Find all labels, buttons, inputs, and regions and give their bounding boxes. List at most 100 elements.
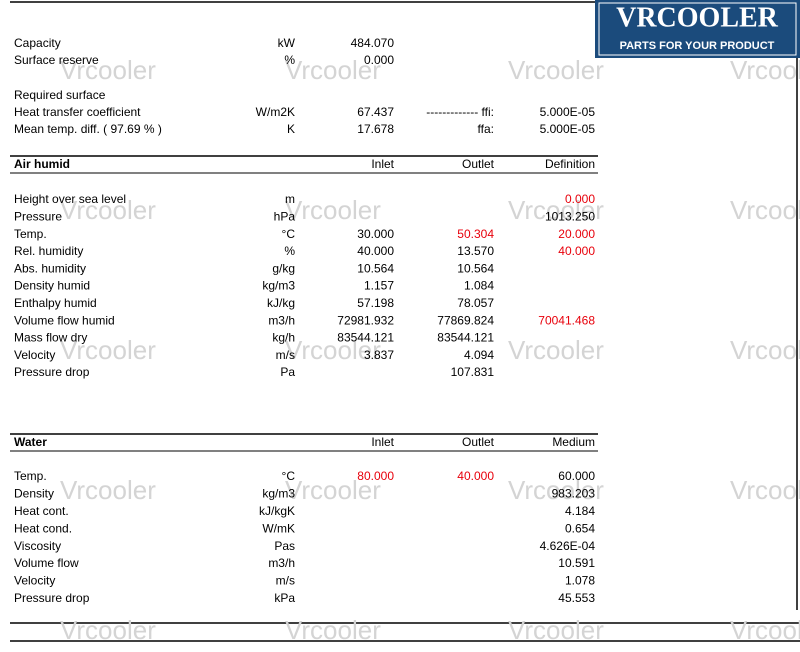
cell: kg/m3: [262, 487, 295, 501]
cell: Mean temp. diff. ( 97.69 % ): [14, 122, 162, 136]
watermark: Vrcooler: [730, 615, 800, 645]
header-cell: Air humid: [14, 157, 70, 171]
watermark: Vrcooler: [60, 55, 156, 85]
watermark: Vrcooler: [730, 195, 800, 225]
cell: 13.570: [457, 244, 494, 258]
cell: Enthalpy humid: [14, 296, 97, 310]
cell: 5.000E-05: [540, 105, 596, 119]
cell: Rel. humidity: [14, 244, 83, 258]
cell: Heat cond.: [14, 521, 72, 535]
cell: 17.678: [357, 122, 394, 136]
cell: 57.198: [357, 296, 394, 310]
cell: %: [284, 53, 295, 67]
cell: 484.070: [351, 36, 395, 50]
header-cell: Definition: [545, 157, 595, 171]
cell: 4.094: [464, 348, 494, 362]
cell: 80.000: [357, 469, 394, 483]
cell: W/m2K: [256, 105, 295, 119]
cell: Pa: [280, 365, 295, 379]
header-cell: Outlet: [462, 157, 495, 171]
cell: 4.184: [565, 504, 595, 518]
cell: Density: [14, 487, 54, 501]
cell: 1013.250: [545, 209, 595, 223]
watermark: Vrcooler: [285, 615, 381, 645]
cell: Velocity: [14, 348, 55, 362]
cell: 10.564: [357, 261, 394, 275]
cell: Required surface: [14, 88, 106, 102]
cell: 1.157: [364, 279, 394, 293]
cell: 107.831: [451, 365, 495, 379]
logo-box: [595, 0, 800, 58]
cell: m3/h: [268, 313, 295, 327]
cell: 1.084: [464, 279, 494, 293]
cell: kg/m3: [262, 279, 295, 293]
watermark: Vrcooler: [285, 335, 381, 365]
cell: m/s: [276, 574, 295, 588]
table: Capacity kW 484.070 Surface reserve% 0.000 Re…: [10, 36, 598, 605]
cell: W/mK: [262, 521, 295, 535]
cell: Heat transfer coefficient: [14, 105, 141, 119]
cell: 10.564: [457, 261, 494, 275]
cell: 0.000: [364, 53, 394, 67]
cell: kPa: [274, 591, 295, 605]
cell: 50.304: [457, 227, 494, 241]
header-cell: Inlet: [371, 435, 394, 449]
watermark: Vrcooler: [60, 615, 156, 645]
cell: K: [287, 122, 295, 136]
cell: hPa: [274, 209, 296, 223]
cell: %: [284, 244, 295, 258]
header-cell: Inlet: [371, 157, 394, 171]
cell: m/s: [276, 348, 295, 362]
cell: Velocity: [14, 574, 55, 588]
cell: 72981.932: [337, 313, 394, 327]
watermark: Vrcooler: [60, 475, 156, 505]
cell: Density humid: [14, 279, 90, 293]
watermark: Vrcooler: [508, 195, 604, 225]
cell: kJ/kgK: [259, 504, 295, 518]
cell: Pressure drop: [14, 591, 90, 605]
cell: g/kg: [272, 261, 295, 275]
cell: Pressure drop: [14, 365, 90, 379]
watermark: Vrcooler: [285, 55, 381, 85]
watermark: Vrcooler: [508, 55, 604, 85]
cell: 83544.121: [437, 331, 494, 345]
header-cell: Water: [14, 435, 47, 449]
cell: 30.000: [357, 227, 394, 241]
cell: Viscosity: [14, 539, 61, 553]
watermark: Vrcooler: [60, 335, 156, 365]
cell: 4.626E-04: [540, 539, 596, 553]
cell: 10.591: [558, 556, 595, 570]
cell: 45.553: [558, 591, 595, 605]
watermark: Vrcooler: [730, 475, 800, 505]
cell: Abs. humidity: [14, 261, 86, 275]
cell: kg/h: [272, 331, 295, 345]
cell: ffa:: [478, 122, 494, 136]
cell: 3.837: [364, 348, 394, 362]
cell: Temp.: [14, 469, 47, 483]
header-cell: Medium: [552, 435, 595, 449]
watermark: Vrcooler: [508, 335, 604, 365]
watermark: Vrcooler: [508, 615, 604, 645]
watermark: Vrcooler: [730, 335, 800, 365]
cell: Temp.: [14, 227, 47, 241]
cell: 67.437: [357, 105, 394, 119]
cell: 983.203: [552, 487, 596, 501]
cell: Pas: [274, 539, 295, 553]
cell: kW: [278, 36, 296, 50]
cell: ------------- ffi:: [426, 105, 494, 119]
logo: VRCOOLER PARTS FOR YOUR PRODUCT: [595, 0, 800, 58]
cell: 78.057: [457, 296, 494, 310]
watermark: Vrcooler: [285, 475, 381, 505]
cell: 5.000E-05: [540, 122, 596, 136]
watermark: Vrcooler: [508, 475, 604, 505]
cell: Volume flow: [14, 556, 79, 570]
header-cell: Outlet: [462, 435, 495, 449]
cell: m3/h: [268, 556, 295, 570]
cell: 77869.824: [437, 313, 494, 327]
cell: Mass flow dry: [14, 331, 87, 345]
cell: 20.000: [558, 227, 595, 241]
cell: 1.078: [565, 574, 595, 588]
cell: 40.000: [558, 244, 595, 258]
cell: 0.654: [565, 521, 595, 535]
